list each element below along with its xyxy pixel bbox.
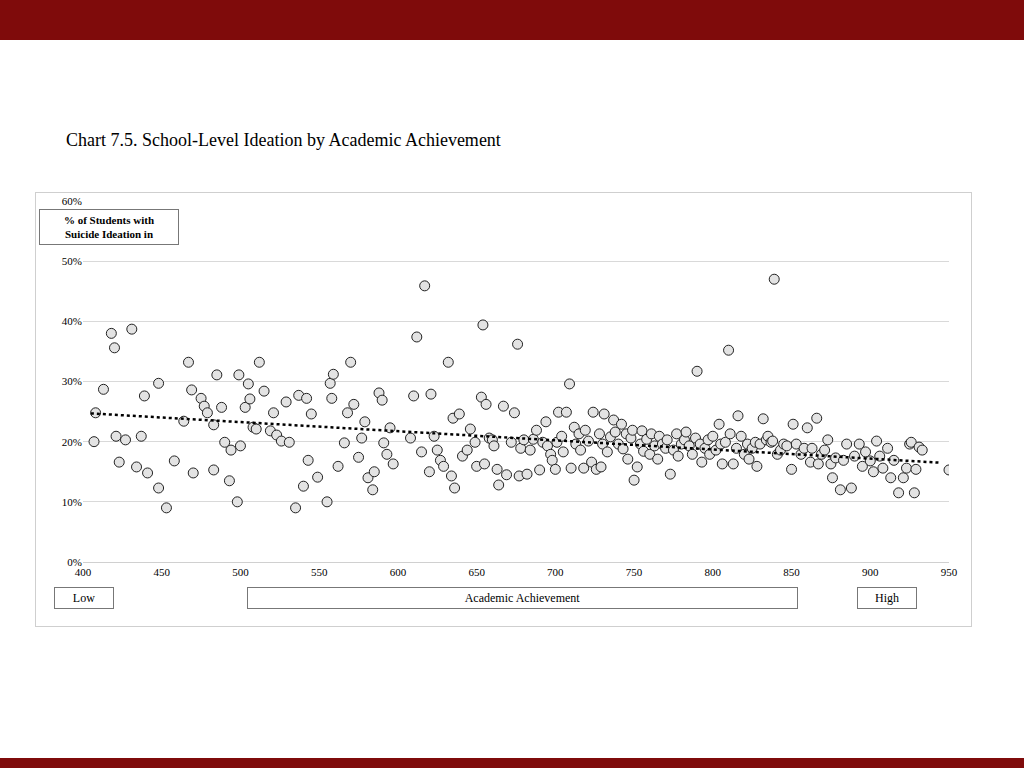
svg-text:950: 950 bbox=[941, 566, 958, 578]
svg-text:60%: 60% bbox=[62, 195, 82, 207]
svg-text:30%: 30% bbox=[62, 375, 82, 387]
svg-text:550: 550 bbox=[311, 566, 328, 578]
svg-text:700: 700 bbox=[547, 566, 564, 578]
svg-text:650: 650 bbox=[468, 566, 485, 578]
svg-text:0%: 0% bbox=[67, 556, 82, 568]
svg-text:900: 900 bbox=[862, 566, 879, 578]
svg-text:20%: 20% bbox=[62, 436, 82, 448]
svg-text:High: High bbox=[875, 591, 899, 605]
svg-text:850: 850 bbox=[783, 566, 800, 578]
svg-text:800: 800 bbox=[705, 566, 722, 578]
html-text:Chart 7.5. School-Level Ideati: Chart 7.5. School-Level Ideation by Acad… bbox=[66, 130, 501, 150]
svg-text:Academic Achievement: Academic Achievement bbox=[465, 591, 581, 605]
svg-text:40%: 40% bbox=[62, 315, 82, 327]
svg-text:% of Students withSuicide Idea: % of Students withSuicide Ideation in bbox=[64, 214, 154, 240]
svg-text:750: 750 bbox=[626, 566, 643, 578]
svg-text:400: 400 bbox=[75, 566, 92, 578]
svg-text:600: 600 bbox=[390, 566, 407, 578]
svg-text:50%: 50% bbox=[62, 255, 82, 267]
svg-text:500: 500 bbox=[232, 566, 249, 578]
svg-text:450: 450 bbox=[153, 566, 170, 578]
svg-text:Low: Low bbox=[73, 591, 95, 605]
svg-text:10%: 10% bbox=[62, 496, 82, 508]
